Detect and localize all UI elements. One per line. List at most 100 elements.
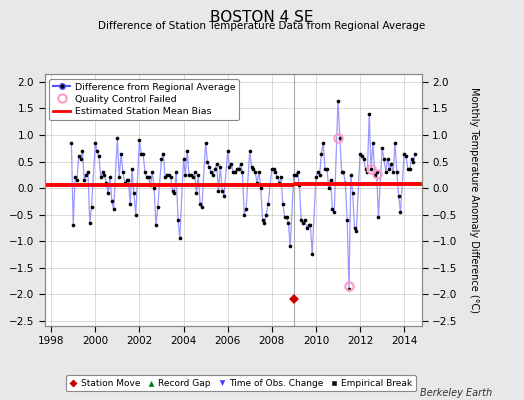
Point: [381, 169, 390, 175]
Point: [240, 211, 248, 218]
Point: [198, 204, 206, 210]
Point: [185, 172, 193, 178]
Point: [82, 172, 90, 178]
Point: [387, 161, 396, 167]
Point: [358, 153, 366, 160]
Point: [91, 140, 100, 146]
Point: [255, 169, 263, 175]
Point: [209, 172, 217, 178]
Point: [189, 174, 197, 181]
Point: [406, 166, 414, 173]
Point: [246, 148, 254, 154]
Point: [168, 188, 177, 194]
Point: [249, 166, 258, 173]
Point: [107, 198, 116, 204]
Point: [280, 214, 289, 220]
Point: [106, 174, 114, 181]
Point: [315, 172, 324, 178]
Point: [78, 148, 86, 154]
Point: [268, 166, 276, 173]
Point: [201, 140, 210, 146]
Point: [352, 227, 361, 234]
Point: [214, 188, 223, 194]
Point: [192, 190, 201, 196]
Point: [110, 206, 118, 212]
Point: [205, 164, 213, 170]
Point: [77, 156, 85, 162]
Point: [269, 166, 278, 173]
Point: [102, 180, 111, 186]
Point: [159, 150, 168, 157]
Point: [251, 169, 259, 175]
Point: [236, 161, 245, 167]
Point: [299, 219, 307, 226]
Point: [152, 222, 160, 228]
Point: [389, 169, 397, 175]
Point: [194, 172, 202, 178]
Point: [132, 211, 140, 218]
Point: [187, 172, 195, 178]
Point: [225, 164, 234, 170]
Point: [312, 174, 320, 181]
Point: [347, 172, 355, 178]
Legend: Difference from Regional Average, Quality Control Failed, Estimated Station Mean: Difference from Regional Average, Qualit…: [49, 79, 239, 120]
Point: [69, 222, 78, 228]
Point: [297, 217, 305, 223]
Point: [95, 153, 103, 160]
Point: [295, 182, 303, 189]
Point: [242, 206, 250, 212]
Point: [148, 169, 157, 175]
Point: [402, 153, 410, 160]
Point: [374, 214, 383, 220]
Point: [306, 222, 314, 228]
Point: [308, 251, 316, 258]
Point: [323, 166, 331, 173]
Point: [137, 150, 146, 157]
Point: [324, 185, 333, 191]
Point: [161, 174, 169, 181]
Point: [260, 219, 269, 226]
Point: [319, 140, 328, 146]
Point: [172, 169, 180, 175]
Point: [73, 177, 81, 183]
Point: [163, 172, 171, 178]
Point: [411, 150, 419, 157]
Point: [93, 148, 101, 154]
Point: [130, 190, 138, 196]
Point: [71, 174, 79, 181]
Point: [286, 243, 294, 250]
Point: [212, 161, 221, 167]
Point: [317, 150, 325, 157]
Point: [321, 166, 329, 173]
Point: [183, 148, 191, 154]
Point: [391, 140, 399, 146]
Point: [400, 150, 408, 157]
Point: [264, 201, 272, 207]
Text: BOSTON 4 SE: BOSTON 4 SE: [210, 10, 314, 25]
Point: [365, 110, 374, 117]
Point: [231, 169, 239, 175]
Point: [378, 145, 386, 152]
Point: [218, 188, 226, 194]
Point: [141, 169, 149, 175]
Point: [174, 217, 182, 223]
Point: [403, 166, 412, 173]
Point: [179, 156, 188, 162]
Point: [118, 169, 127, 175]
Point: [335, 134, 344, 141]
Point: [165, 172, 173, 178]
Point: [293, 169, 302, 175]
Point: [115, 174, 123, 181]
Point: [247, 164, 256, 170]
Point: [369, 140, 377, 146]
Point: [328, 206, 336, 212]
Y-axis label: Monthly Temperature Anomaly Difference (°C): Monthly Temperature Anomaly Difference (…: [469, 87, 479, 313]
Point: [100, 172, 108, 178]
Point: [362, 166, 370, 173]
Text: Berkeley Earth: Berkeley Earth: [420, 388, 493, 398]
Point: [176, 235, 184, 242]
Point: [233, 166, 241, 173]
Point: [238, 169, 247, 175]
Point: [301, 217, 309, 223]
Point: [157, 156, 166, 162]
